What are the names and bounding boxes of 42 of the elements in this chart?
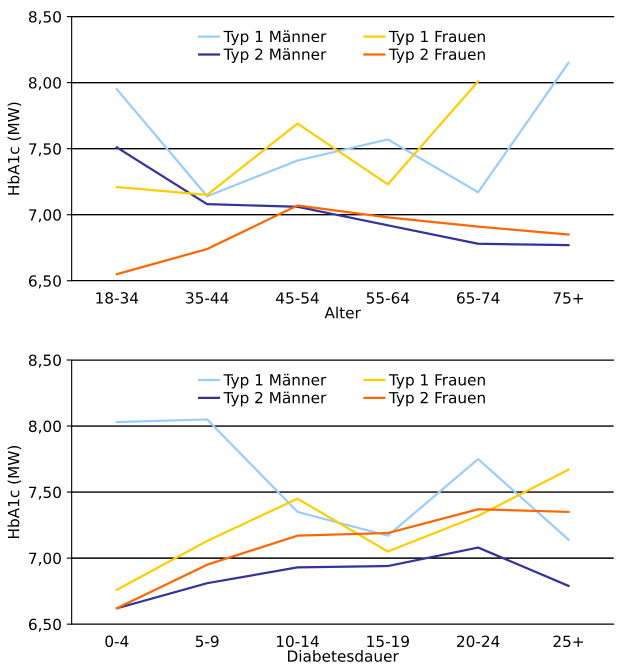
y-tick-label: 6,50: [28, 618, 61, 632]
y-tick-label: 8,50: [28, 11, 61, 24]
line-series: [116, 546, 570, 610]
x-tick-label: 15-19: [367, 636, 409, 648]
y-tick-label: 7,00: [29, 552, 61, 566]
x-axis-title: Alter: [324, 306, 361, 318]
y-tick-label: 7,50: [29, 486, 61, 500]
x-tick-label: 20-24: [457, 636, 500, 648]
legend-label: Typ 2 Frauen: [388, 392, 485, 406]
line-series: [116, 418, 570, 541]
legend-label: Typ 1 Frauen: [388, 30, 485, 46]
legend-label: Typ 1 Frauen: [388, 374, 485, 389]
line-series: [116, 508, 570, 610]
x-axis-title: Diabetesdauer: [288, 650, 399, 662]
legend-label: Typ 2 Männer: [224, 48, 326, 63]
line-series: [116, 62, 570, 198]
legend-label: Typ 2 Frauen: [388, 48, 485, 63]
line-series: [116, 468, 570, 591]
legend-label: Typ 1 Männer: [224, 374, 326, 389]
x-tick-label: 25+: [553, 636, 583, 648]
y-tick-label: 6,50: [28, 275, 61, 288]
x-tick-label: 45-54: [276, 292, 319, 304]
legend-label: Typ 2 Männer: [224, 392, 326, 406]
line-series: [116, 204, 570, 276]
y-tick-label: 8,50: [28, 354, 61, 368]
x-tick-label: 35-44: [186, 292, 228, 304]
x-tick-label: 0-4: [105, 636, 128, 648]
x-tick-label: 5-9: [196, 636, 219, 648]
y-tick-label: 7,50: [29, 143, 61, 156]
line-series: [116, 146, 570, 246]
x-tick-label: 55-64: [366, 292, 410, 304]
y-axis-title: HbA1c (MW): [8, 102, 22, 195]
y-tick-label: 8,00: [28, 420, 61, 434]
x-tick-label: 10-14: [276, 636, 319, 648]
legend-label: Typ 1 Männer: [224, 30, 326, 46]
line-series: [116, 80, 480, 196]
y-axis-title: HbA1c (MW): [8, 446, 22, 538]
x-tick-label: 65-74: [457, 292, 500, 304]
x-tick-label: 75+: [554, 292, 583, 304]
y-tick-label: 8,00: [28, 77, 61, 90]
x-tick-label: 18-34: [96, 292, 138, 304]
y-tick-label: 7,00: [29, 209, 61, 222]
